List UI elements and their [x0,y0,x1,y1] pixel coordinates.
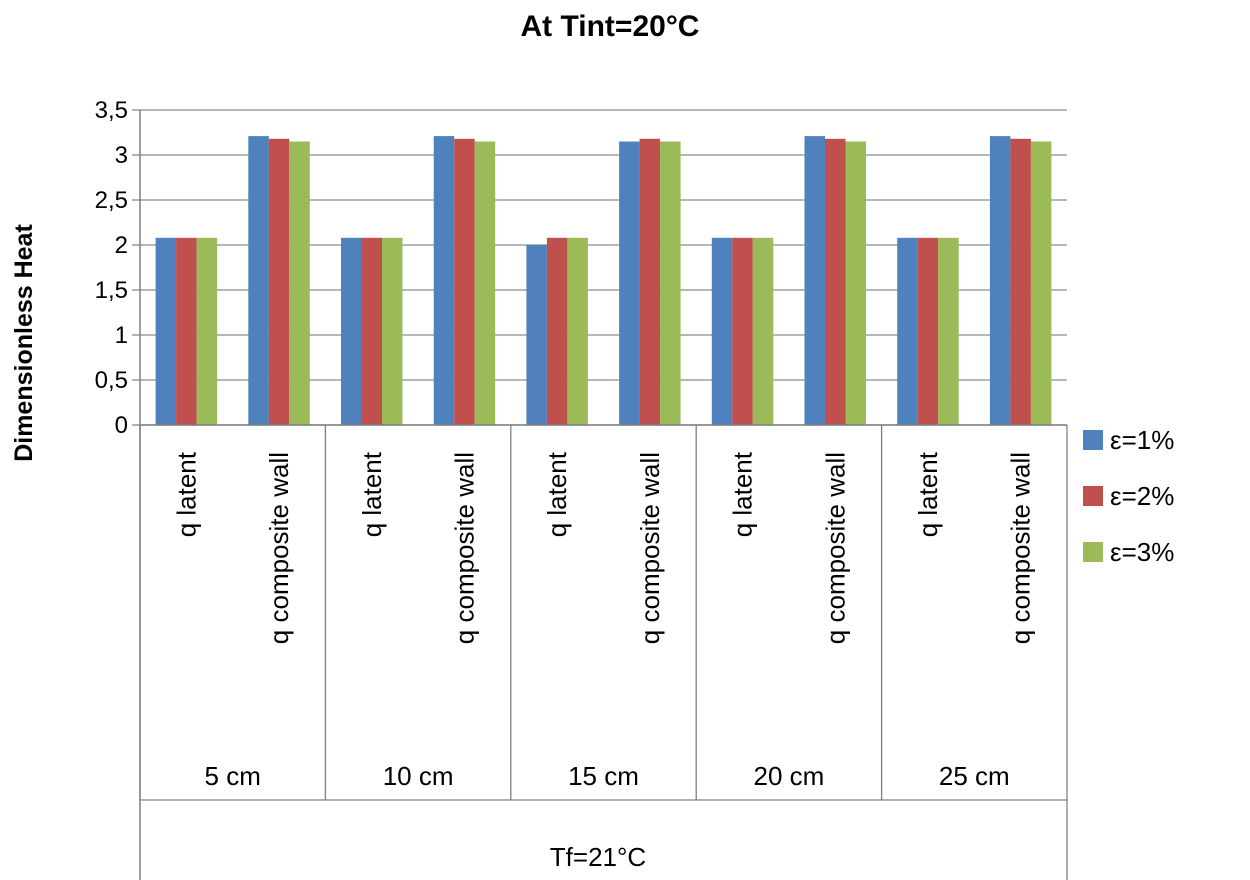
category-label: q latent [728,451,758,537]
bar [248,136,269,425]
chart-title: At Tint=20°C [521,10,700,43]
bar [1010,138,1031,426]
legend-swatch [1083,542,1103,562]
group-label: 15 cm [568,761,639,791]
y-tick-label: 0 [115,412,128,439]
bar [897,237,918,425]
group-label: 5 cm [205,761,261,791]
bar [917,237,939,425]
group-labels: 5 cm 10 cm 15 cm 20 cm 25 cm [205,761,1010,791]
legend-label: ε=3% [1110,537,1174,567]
legend: ε=1% ε=2% ε=3% [1083,425,1174,567]
bar [546,237,568,425]
x-axis-title: Tf=21°C [550,842,646,872]
legend-swatch [1083,430,1103,450]
bar [732,237,753,425]
bar [660,141,681,425]
y-tick-label: 1 [115,322,128,349]
y-tick-label: 0,5 [95,367,128,394]
category-label: q composite wall [264,452,294,644]
y-tick-label: 3 [115,142,128,169]
category-label: q latent [542,451,572,537]
bar [938,237,959,425]
bar [196,237,218,425]
category-label: q latent [913,451,943,537]
bar [454,138,475,426]
axes [139,110,1068,880]
group-label: 20 cm [753,761,824,791]
bar [289,141,310,425]
y-axis-ticks: 0 0,5 1 1,5 2 2,5 3 3,5 [95,97,140,439]
legend-label: ε=1% [1110,425,1174,455]
category-label: q latent [171,451,201,537]
category-label: q composite wall [635,452,665,644]
bars [155,136,1052,426]
category-label: q composite wall [449,452,479,644]
bar [845,141,866,425]
bar [474,141,496,425]
bar [433,136,455,425]
legend-label: ε=2% [1110,481,1174,511]
bar [619,141,640,425]
bar [804,136,825,425]
category-label: q composite wall [1006,452,1036,644]
category-label: q composite wall [820,452,850,644]
bar [176,237,197,425]
y-tick-label: 2 [115,232,128,259]
group-label: 25 cm [939,761,1010,791]
category-label: q latent [357,451,387,537]
bar [382,237,403,425]
bar [1030,141,1052,425]
bar [361,237,382,425]
bar [155,237,177,425]
y-axis-title: Dimensionless Heat [10,224,38,462]
y-tick-label: 2,5 [95,187,128,214]
bar [526,245,547,425]
bar [639,138,661,426]
bar [752,237,774,425]
bar [989,136,1011,425]
bar [268,138,290,426]
bar [711,237,733,425]
bar [567,237,588,425]
y-tick-label: 1,5 [95,277,128,304]
legend-swatch [1083,486,1103,506]
y-tick-label: 3,5 [95,97,128,124]
bar [341,237,362,425]
group-label: 10 cm [383,761,454,791]
category-labels: q latent q composite wall q latent q compos… [171,451,1035,644]
bar [825,138,846,426]
